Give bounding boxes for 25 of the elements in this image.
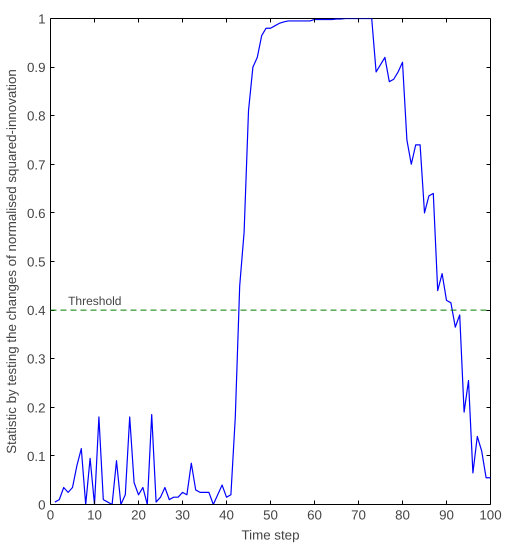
x-tick-label: 80	[395, 508, 410, 522]
x-tick-label: 100	[479, 508, 502, 522]
y-tick-label: 0.4	[26, 303, 46, 318]
y-axis-title: Statistic by testing the changes of normalised squared-innovation	[4, 69, 19, 454]
y-tick-label: 0.5	[26, 254, 46, 270]
x-tick-label: 90	[439, 508, 454, 522]
x-tick-label: 60	[307, 508, 322, 522]
y-tick-label: 0.2	[26, 400, 46, 416]
y-tick-label: 1	[38, 12, 46, 26]
x-tick-label: 70	[351, 508, 366, 522]
x-axis-title: Time step	[241, 528, 300, 542]
y-tick-label: 0	[38, 498, 46, 512]
y-tick-label: 0.1	[26, 448, 46, 464]
y-tick-label: 0.8	[26, 108, 46, 124]
x-tick-label: 10	[87, 508, 102, 522]
y-tick-label: 0.3	[26, 352, 46, 367]
y-tick-label: 0.9	[26, 60, 46, 76]
x-tick-label: 50	[263, 508, 278, 522]
ref-line-label: Threshold	[68, 294, 122, 308]
y-tick-label: 0.7	[26, 157, 46, 172]
line-series	[54, 18, 490, 504]
x-tick-label: 40	[219, 508, 234, 522]
y-tick-label: 0.6	[26, 206, 46, 221]
x-tick-label: 20	[131, 508, 146, 522]
x-tick-label: 30	[175, 508, 190, 522]
